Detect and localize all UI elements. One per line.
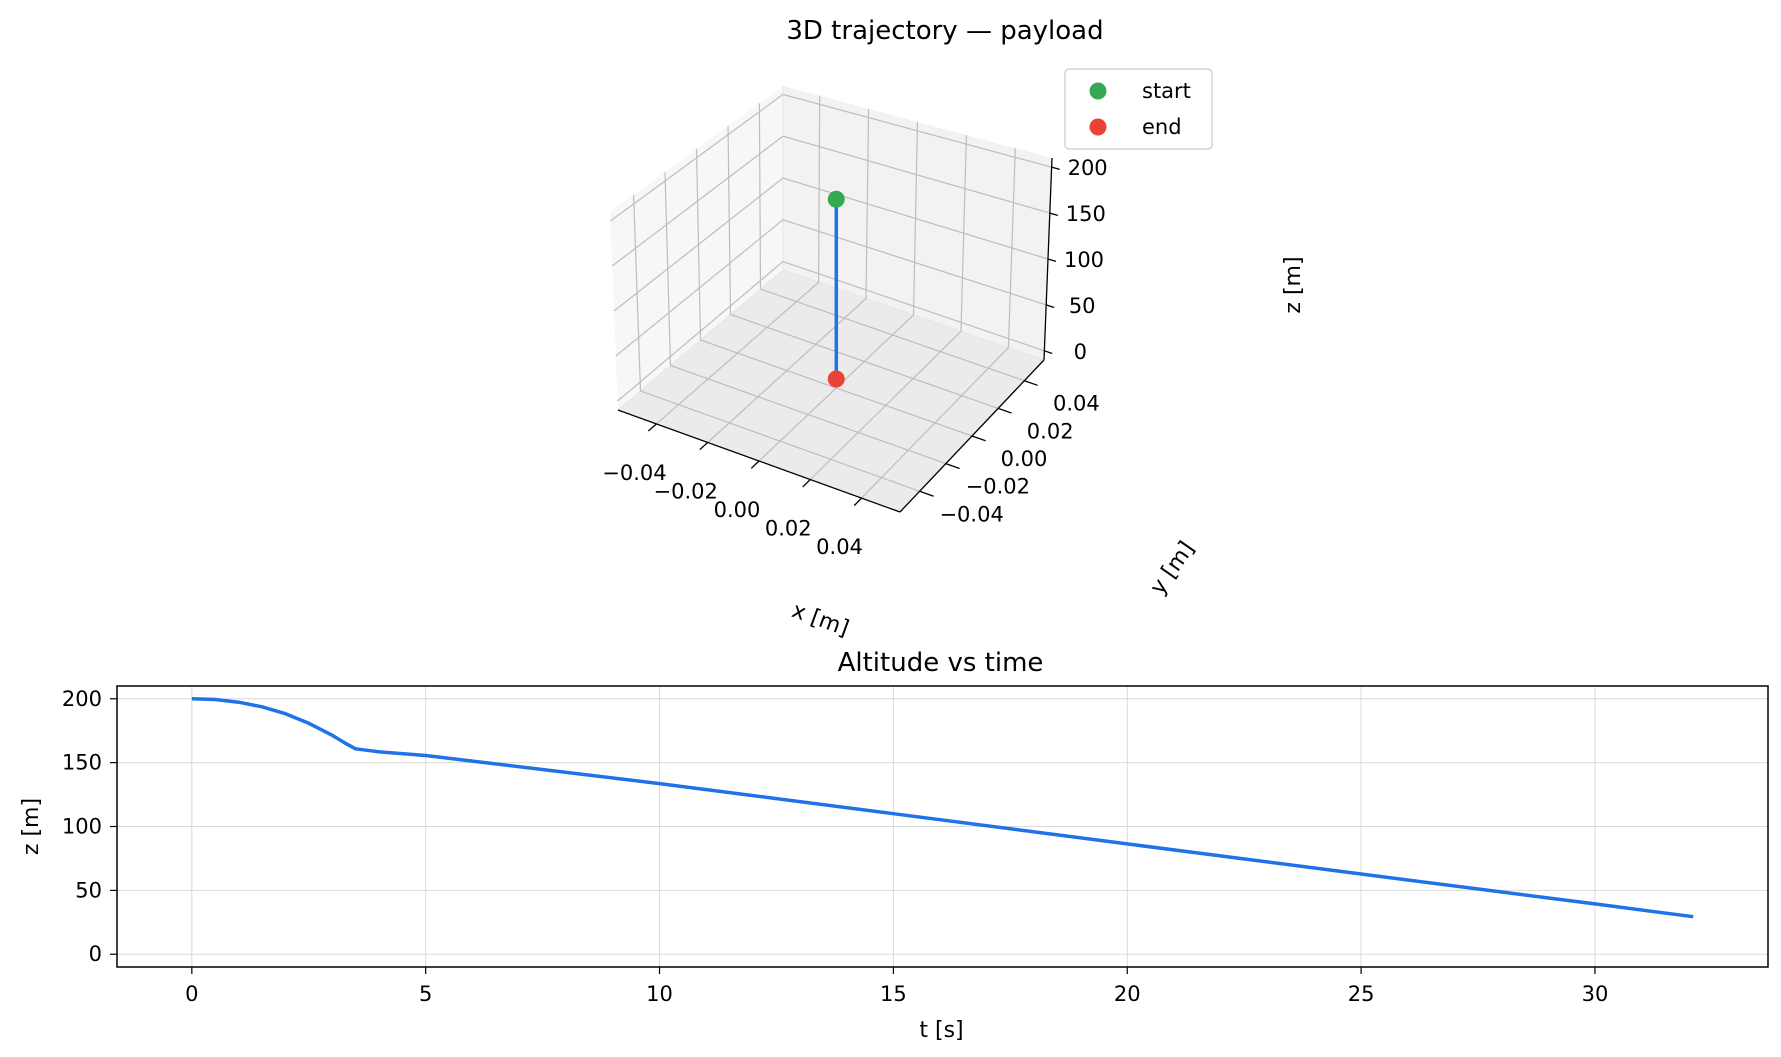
grid-line-x (809, 135, 967, 480)
grid-line-y (727, 126, 999, 409)
grid-line-y (695, 148, 973, 437)
z-tick (1049, 212, 1059, 217)
grid-line-x (758, 121, 919, 462)
altitude-line (191, 697, 1694, 919)
altitude-axes: 0 5 10 15 20 25 30 0 50 100 150 200 t [s] z [m] Altitu… (19, 648, 1769, 1043)
x-tick-label: 0.02 (765, 517, 812, 541)
z-tick-label: 0 (1074, 340, 1087, 364)
pane-left (610, 86, 783, 410)
grid-line-z (613, 177, 1049, 312)
y-tick-label: −0.02 (966, 475, 1030, 499)
grid-line-x (861, 148, 1016, 499)
y-tick-label: 0.02 (1027, 419, 1074, 443)
y-tick-label: 0 (89, 942, 102, 966)
grid-line-x (707, 108, 870, 443)
z-tick (1045, 304, 1055, 309)
grid-line-z (611, 135, 1050, 267)
x-tick (750, 460, 760, 469)
x-tick-label: 0.04 (816, 535, 863, 559)
x-axis-label: t [s] (919, 1018, 963, 1043)
x-tick-label: 20 (1114, 982, 1141, 1006)
z-tick (1047, 258, 1057, 263)
y-tick (1024, 380, 1038, 386)
y-tick (971, 435, 986, 442)
y-tick-label: 200 (62, 687, 102, 711)
x-tick-label: 0 (185, 982, 198, 1006)
y-tick-label: 0.04 (1053, 392, 1100, 416)
y-tick-label: 0.00 (1001, 447, 1048, 471)
grid-line-x (656, 95, 821, 425)
grid-line-y (633, 194, 920, 492)
legend-label-start: start (1142, 79, 1191, 103)
z-tick-label: 100 (1064, 248, 1104, 272)
y-tick (945, 463, 960, 470)
pane-floor (618, 270, 1044, 512)
y-axis-label: z [m] (19, 798, 44, 855)
legend-marker-start (1089, 82, 1107, 100)
legend-label-end: end (1142, 115, 1182, 139)
x-tick (647, 423, 657, 432)
start-point (827, 190, 845, 208)
y-axis-label: y [m] (1146, 537, 1200, 599)
trajectory-3d-axes: −0.04−0.020.000.020.04−0.04−0.020.000.02… (602, 16, 1306, 642)
x-tick-label: 0.00 (714, 498, 761, 522)
pane-back (783, 86, 1052, 360)
x-tick-label: −0.02 (654, 479, 718, 503)
chart-title-altitude: Altitude vs time (838, 648, 1044, 678)
legend-marker-end (1089, 118, 1107, 136)
x-tick-label: 10 (646, 982, 673, 1006)
end-point (827, 370, 845, 388)
x-tick-label: 25 (1348, 982, 1375, 1006)
x-tick-label: 15 (880, 982, 907, 1006)
x-axis-label: x [m] (788, 598, 852, 642)
grid-line-z (610, 93, 1052, 222)
y-tick (919, 490, 934, 497)
x-tick-label: −0.04 (602, 461, 666, 485)
y-tick-label: 50 (75, 878, 102, 902)
y-tick-label: 100 (62, 815, 102, 839)
z-tick (1051, 166, 1060, 170)
grid-line-z (617, 260, 1045, 402)
y-tick (997, 407, 1012, 414)
z-tick-label: 150 (1066, 202, 1106, 226)
z-tick-label: 200 (1068, 156, 1108, 180)
x-tick (699, 441, 709, 451)
x-tick (853, 497, 863, 507)
z-tick-label: 50 (1069, 294, 1096, 318)
x-tick-label: 5 (419, 982, 432, 1006)
grid-line-z (615, 219, 1047, 357)
grid-line-y (664, 171, 947, 465)
y-tick-label: 150 (62, 751, 102, 775)
y-tick-label: −0.04 (939, 502, 1003, 526)
grid-line-y (758, 103, 1025, 382)
z-tick (1044, 350, 1053, 355)
chart-title-3d: 3D trajectory — payload (786, 16, 1103, 46)
legend: start end (1064, 68, 1213, 150)
z-axis-label: z [m] (1281, 256, 1306, 313)
x-tick-label: 30 (1582, 982, 1609, 1006)
x-tick (802, 479, 811, 488)
